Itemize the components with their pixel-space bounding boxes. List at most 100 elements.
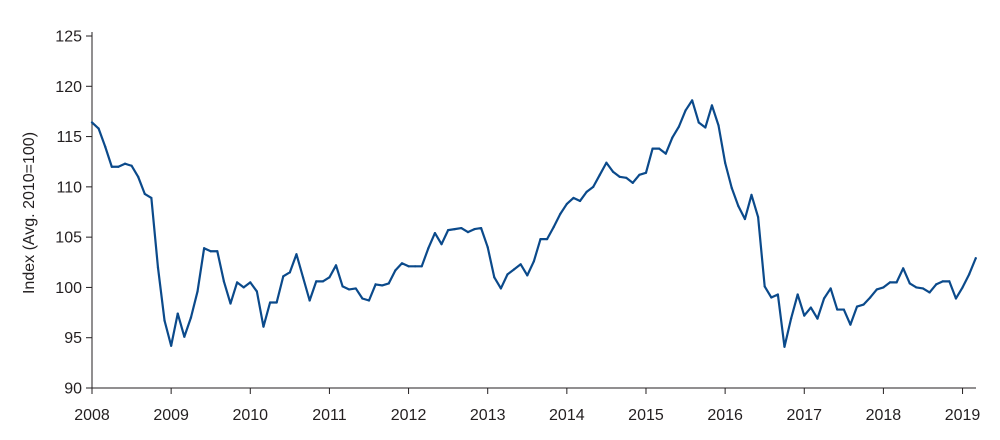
x-axis: 2008 2009 2010 2011 2012 2013 2014 2015 2016 2017… [74,387,981,424]
data-point [598,173,601,176]
data-point [658,147,661,150]
data-point [447,229,450,232]
data-point [130,164,133,167]
plot-area [90,99,977,348]
y-tick-label: 125 [55,29,82,46]
y-tick-label: 120 [55,79,82,96]
data-point [915,286,918,289]
data-point [189,316,193,319]
data-point [361,297,364,300]
data-point [572,196,575,200]
data-point [763,285,766,288]
data-point [684,109,687,112]
data-point [585,190,588,193]
data-point [387,282,390,285]
data-point [334,264,338,267]
data-point [592,185,595,188]
x-tick-label: 2013 [470,407,506,424]
y-tick-label: 95 [64,330,82,347]
data-point [110,165,113,168]
data-point [836,308,839,311]
data-point [222,280,225,283]
y-tick-label: 105 [55,230,82,247]
data-point [301,276,305,279]
data-point [255,290,258,293]
data-point [242,286,245,289]
x-tick-label: 2015 [628,407,664,424]
data-point [545,238,549,241]
data-point [183,335,186,338]
y-tick-label: 100 [55,280,82,297]
data-point [743,217,747,221]
data-point [440,243,443,246]
x-tick-label: 2012 [391,407,427,424]
data-point [321,280,324,283]
data-point [262,325,265,328]
data-point [730,186,733,189]
data-point [565,202,568,206]
data-point [750,193,753,196]
data-point [499,287,502,290]
data-point [816,317,819,320]
data-point [941,280,944,283]
data-point [776,293,779,296]
data-point [677,125,681,128]
data-point [480,226,483,230]
data-point [506,273,509,276]
x-tick-label: 2018 [866,407,902,424]
x-tick-label: 2017 [786,407,822,424]
y-axis: 90 95 100 105 110 115 120 125 [55,29,93,398]
data-point [770,296,773,299]
data-point [348,288,351,291]
data-point [697,121,700,124]
data-point [618,175,621,178]
data-point [559,212,562,216]
x-tick-label: 2009 [153,407,189,424]
data-point [803,314,806,317]
data-point [954,297,958,300]
data-point [123,162,127,165]
data-point [460,226,463,230]
data-point [203,247,206,250]
data-point [367,299,371,302]
data-point [532,260,535,263]
data-point [921,287,925,290]
data-point [869,296,872,299]
x-tick-label: 2008 [74,407,110,424]
data-point [420,265,423,268]
data-point [117,165,120,168]
data-point [137,175,140,178]
data-point [315,280,318,283]
data-point [651,147,654,150]
data-point [156,266,160,269]
data-point [229,302,232,305]
data-point [308,299,311,302]
y-tick-label: 115 [56,129,82,146]
data-point [796,293,799,296]
data-point [625,176,628,179]
data-point [381,284,384,287]
data-point [407,265,410,268]
data-point [611,170,615,173]
data-point [638,173,641,176]
data-point [809,306,812,309]
x-tick-label: 2011 [312,407,347,424]
data-point [512,268,516,271]
data-point [249,281,252,284]
x-tick-label: 2019 [945,407,981,424]
data-point [842,308,845,311]
data-point [888,281,892,284]
data-point [895,281,898,284]
data-point [882,286,885,289]
data-point [539,238,542,241]
data-point [526,274,529,277]
data-point [875,288,878,291]
data-point [104,145,107,148]
y-axis-title: Index (Avg. 2010=100) [21,132,38,294]
data-point [644,171,648,174]
data-point [433,232,437,235]
data-point [552,225,555,229]
data-point [414,265,417,268]
x-tick-label: 2016 [707,407,743,424]
data-point [143,192,146,195]
